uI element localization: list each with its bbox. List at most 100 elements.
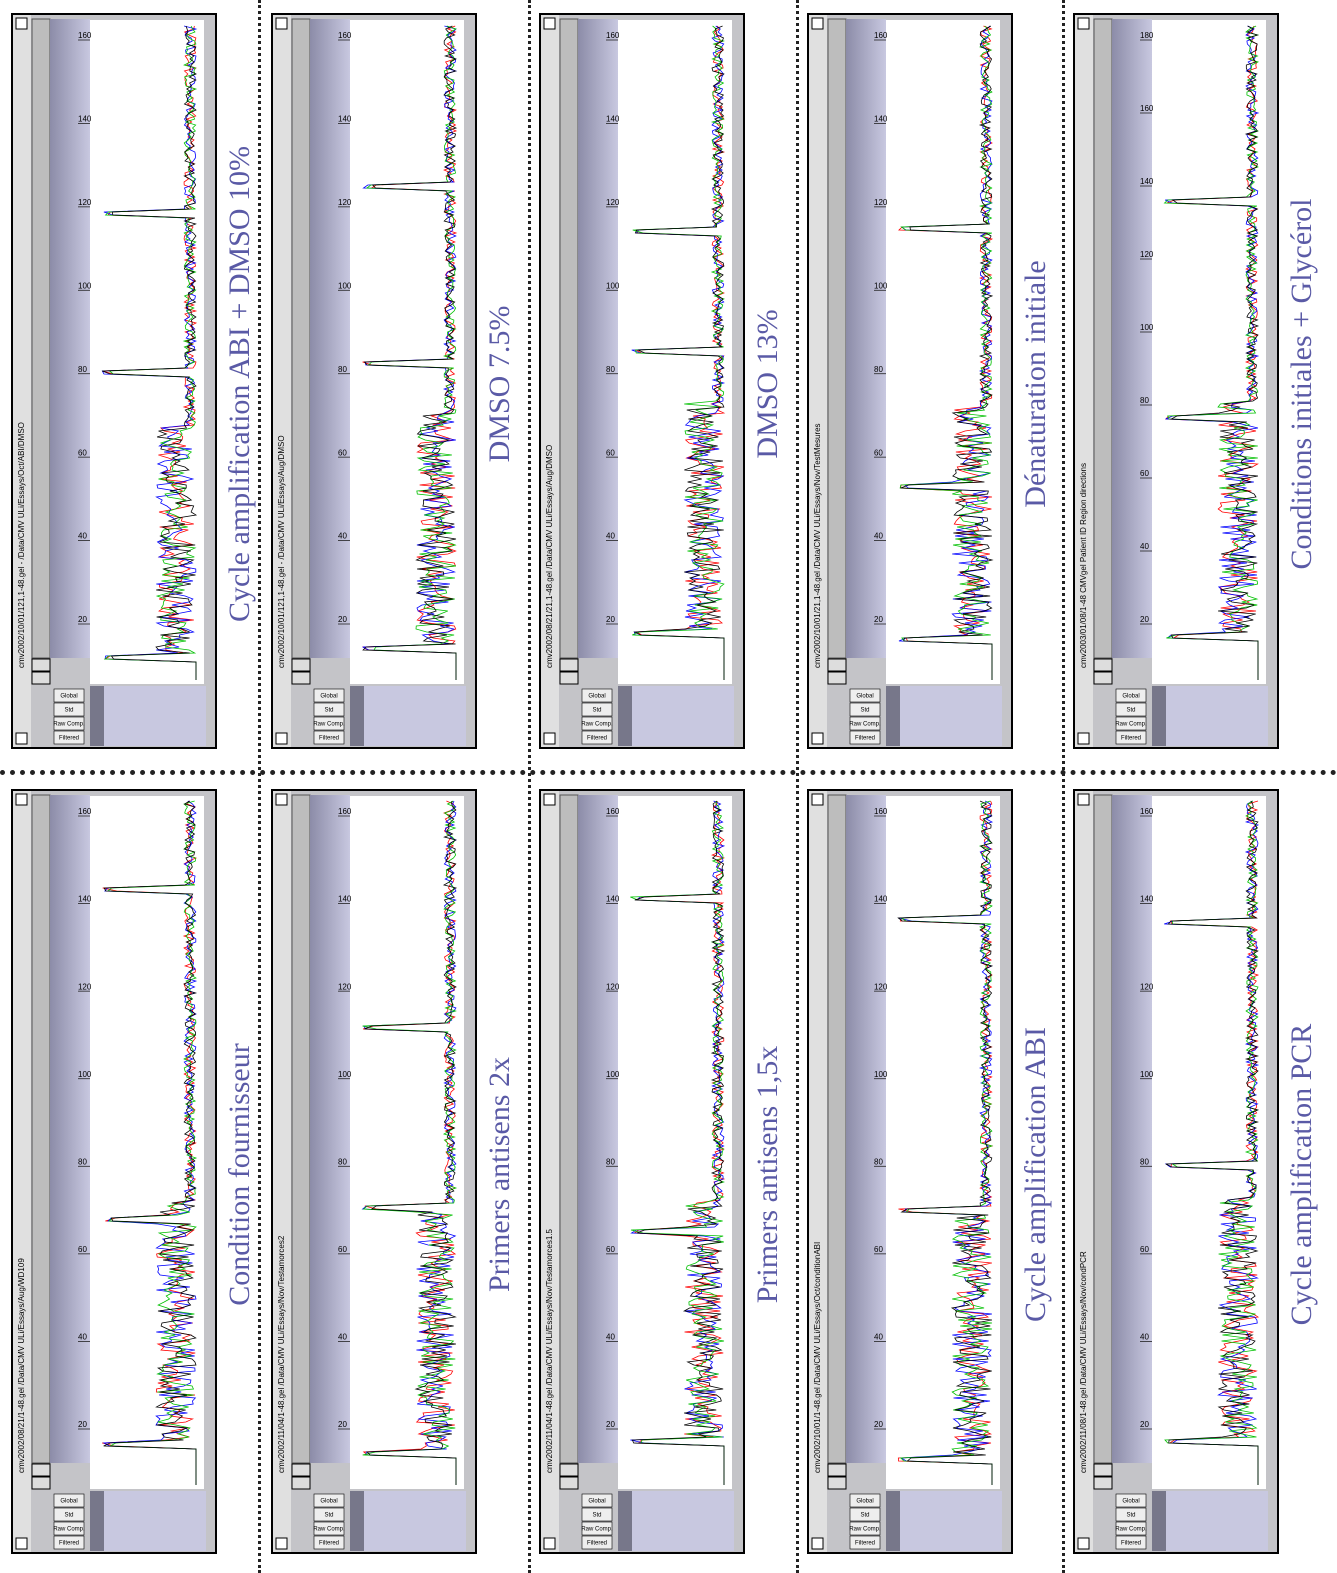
ruler-tick-label: 60 xyxy=(338,1245,347,1254)
side-header xyxy=(350,686,364,746)
ruler-tick-label: 80 xyxy=(338,1157,347,1166)
panel: cmv2003/01/08/1-48 CMVgel Patient ID Reg… xyxy=(1066,0,1334,768)
ruler-tick-label: 60 xyxy=(1140,1245,1149,1254)
window-title: cmv2002/10/01/1-48.gel /Data/CMV ULi/Ess… xyxy=(813,1242,822,1473)
control-label: Filtered xyxy=(855,1541,875,1547)
side-header xyxy=(1152,1491,1166,1551)
control-label: Filtered xyxy=(855,736,875,742)
close-box xyxy=(812,733,823,744)
control-label: Std xyxy=(64,1513,73,1519)
close-box xyxy=(276,1538,287,1549)
zoom-box xyxy=(544,794,555,805)
caption: DMSO 13% xyxy=(751,309,784,458)
ruler-tick-label: 20 xyxy=(338,615,347,624)
side-panel xyxy=(350,1491,466,1551)
window-title: cmv2003/01/08/1-48 CMVgel Patient ID Reg… xyxy=(1079,463,1088,668)
ruler-tick-label: 80 xyxy=(1140,396,1149,405)
scroll-down xyxy=(560,659,578,671)
scroll-bar xyxy=(292,19,310,658)
control-label: Global xyxy=(60,1499,77,1505)
ruler-tick-label: 40 xyxy=(78,532,87,541)
ruler-tick-label: 140 xyxy=(78,895,92,904)
window-title: cmv2002/10/01/21,1-48.gel /Data/CMV ULi/… xyxy=(813,423,822,668)
window-title: cmv2002/08/21/1-48.gel /Data/CMV ULi/Ess… xyxy=(17,1258,26,1473)
window-title: cmv2002/10/01/121,1-48.gel - /Data/CMV U… xyxy=(277,435,286,668)
ruler-tick-label: 140 xyxy=(1140,895,1154,904)
column-separator xyxy=(796,0,799,1573)
control-label: Global xyxy=(320,1499,337,1505)
scroll-bar xyxy=(560,795,578,1463)
caption: Cycle amplification ABI xyxy=(1019,1027,1052,1322)
ruler-tick-label: 100 xyxy=(874,281,888,290)
ruler-tick-label: 20 xyxy=(78,1420,87,1429)
scroll-bar xyxy=(32,795,50,1463)
scroll-bar xyxy=(292,795,310,1463)
close-box xyxy=(16,1538,27,1549)
ruler-tick-label: 180 xyxy=(1140,31,1154,40)
ruler-tick-label: 100 xyxy=(606,1070,620,1079)
window-title: cmv2002/11/08/1-48.gel /Data/CMV ULi/Ess… xyxy=(1079,1251,1088,1473)
close-box xyxy=(544,1538,555,1549)
window-title: cmv2002/11/04/1-48.gel /Data/CMV ULi/Ess… xyxy=(277,1235,286,1473)
scroll-down xyxy=(292,659,310,671)
ruler-tick-label: 80 xyxy=(78,1157,87,1166)
ruler-tick-label: 160 xyxy=(874,807,888,816)
panel: cmv2002/10/01/1-48.gel /Data/CMV ULi/Ess… xyxy=(800,776,1060,1573)
ruler-tick-label: 100 xyxy=(606,281,620,290)
caption: DMSO 7.5% xyxy=(483,306,516,463)
control-label: Raw Comp. xyxy=(53,1527,85,1533)
ruler-tick-label: 60 xyxy=(338,448,347,457)
control-label: Std xyxy=(64,708,73,714)
close-box xyxy=(1078,733,1089,744)
scroll-up xyxy=(1094,672,1112,684)
ruler-tick-label: 160 xyxy=(606,31,620,40)
side-panel xyxy=(886,686,1002,746)
side-panel xyxy=(90,1491,206,1551)
caption: Cycle amplification PCR xyxy=(1285,1024,1318,1326)
scroll-bar xyxy=(1094,19,1112,658)
side-header xyxy=(618,1491,632,1551)
close-box xyxy=(1078,1538,1089,1549)
panel-svg: cmv2002/11/04/1-48.gel /Data/CMV ULi/Ess… xyxy=(532,776,794,1573)
control-label: Global xyxy=(1122,1499,1139,1505)
ruler-tick-label: 20 xyxy=(1140,615,1149,624)
control-label: Filtered xyxy=(1121,1541,1141,1547)
side-header xyxy=(1152,686,1166,746)
ruler-tick-label: 120 xyxy=(874,198,888,207)
close-box xyxy=(812,1538,823,1549)
control-label: Filtered xyxy=(59,736,79,742)
control-label: Std xyxy=(324,708,333,714)
ruler-tick-label: 100 xyxy=(78,281,92,290)
zoom-box xyxy=(16,18,27,29)
panel-svg: cmv2002/10/01/121,1-48.gel - /Data/CMV U… xyxy=(4,0,256,768)
ruler-tick-label: 120 xyxy=(874,982,888,991)
ruler-tick-label: 80 xyxy=(1140,1157,1149,1166)
ruler-tick-label: 20 xyxy=(874,1420,883,1429)
figure: cmv2002/10/01/121,1-48.gel - /Data/CMV U… xyxy=(0,0,1337,1573)
zoom-box xyxy=(1078,794,1089,805)
control-label: Raw Comp. xyxy=(313,722,345,728)
scroll-up xyxy=(560,1477,578,1489)
ruler-tick-label: 20 xyxy=(874,615,883,624)
panel-svg: cmv2002/11/04/1-48.gel /Data/CMV ULi/Ess… xyxy=(264,776,526,1573)
panel-svg: cmv2002/08/21/21,1-48.gel /Data/CMV ULi/… xyxy=(532,0,794,768)
ruler-tick-label: 140 xyxy=(78,115,92,124)
ruler-tick-label: 60 xyxy=(78,1245,87,1254)
ruler-tick-label: 160 xyxy=(338,31,352,40)
ruler-tick-label: 80 xyxy=(874,1157,883,1166)
ruler-tick-label: 100 xyxy=(338,281,352,290)
panel-svg: cmv2002/10/01/21,1-48.gel /Data/CMV ULi/… xyxy=(800,0,1060,768)
ruler-tick-label: 140 xyxy=(606,115,620,124)
panel: cmv2002/11/04/1-48.gel /Data/CMV ULi/Ess… xyxy=(264,776,526,1573)
ruler-tick-label: 120 xyxy=(78,198,92,207)
ruler-tick-label: 20 xyxy=(606,615,615,624)
control-label: Filtered xyxy=(319,736,339,742)
control-label: Raw Comp. xyxy=(53,722,85,728)
control-label: Raw Comp. xyxy=(581,722,613,728)
ruler-tick-label: 80 xyxy=(606,365,615,374)
ruler-tick-label: 120 xyxy=(1140,982,1154,991)
caption: Dénaturation initiale xyxy=(1019,260,1052,507)
side-panel xyxy=(1152,1491,1268,1551)
scroll-down xyxy=(292,1464,310,1476)
zoom-box xyxy=(812,18,823,29)
